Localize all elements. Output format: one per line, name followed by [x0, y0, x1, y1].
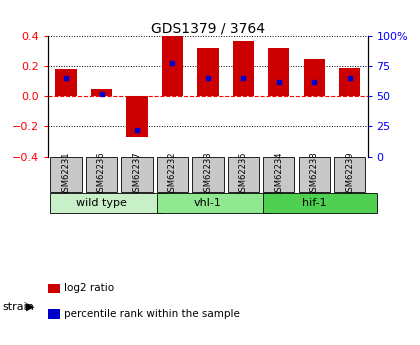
Bar: [233, 41, 254, 96]
Text: GSM62237: GSM62237: [132, 152, 142, 197]
Text: GSM62232: GSM62232: [168, 152, 177, 197]
Bar: [157, 194, 270, 213]
Bar: [121, 157, 152, 192]
Bar: [50, 157, 81, 192]
Text: ▶: ▶: [26, 302, 34, 312]
Bar: [197, 48, 218, 96]
Bar: [91, 89, 112, 96]
Text: GSM62234: GSM62234: [274, 152, 284, 197]
Text: vhl-1: vhl-1: [194, 198, 222, 208]
Bar: [268, 48, 289, 96]
Text: strain: strain: [2, 302, 34, 312]
Bar: [126, 96, 147, 137]
Bar: [339, 68, 360, 96]
Bar: [263, 194, 377, 213]
Text: wild type: wild type: [76, 198, 127, 208]
Bar: [192, 157, 223, 192]
Bar: [263, 157, 294, 192]
Text: GSM62231: GSM62231: [62, 152, 71, 197]
Bar: [157, 157, 188, 192]
Title: GDS1379 / 3764: GDS1379 / 3764: [151, 21, 265, 35]
Bar: [86, 157, 117, 192]
Bar: [162, 36, 183, 96]
Bar: [228, 157, 259, 192]
Bar: [304, 59, 325, 96]
Bar: [299, 157, 330, 192]
Bar: [50, 194, 164, 213]
Text: GSM62233: GSM62233: [203, 152, 213, 197]
Bar: [55, 69, 77, 96]
Text: GSM62236: GSM62236: [97, 152, 106, 197]
Text: hif-1: hif-1: [302, 198, 327, 208]
Bar: [334, 157, 365, 192]
Text: GSM62239: GSM62239: [345, 152, 354, 197]
Text: GSM62235: GSM62235: [239, 152, 248, 197]
Text: GSM62238: GSM62238: [310, 152, 319, 197]
Text: percentile rank within the sample: percentile rank within the sample: [64, 309, 240, 319]
Text: log2 ratio: log2 ratio: [64, 283, 114, 293]
